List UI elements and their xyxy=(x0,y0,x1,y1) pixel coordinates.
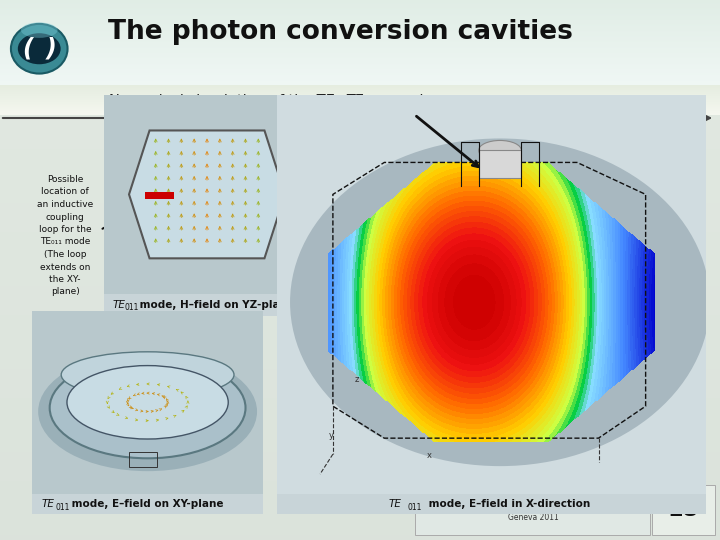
FancyBboxPatch shape xyxy=(104,94,310,294)
Text: Tuning screw:: Tuning screw: xyxy=(489,118,608,132)
Text: 18: 18 xyxy=(667,500,698,520)
Bar xyxy=(145,192,174,199)
Ellipse shape xyxy=(38,352,257,471)
Ellipse shape xyxy=(50,357,246,458)
Text: M. Betz; Experimental searches for axion like particles,: M. Betz; Experimental searches for axion… xyxy=(428,498,639,508)
Text: mode, E–field in X-direction: mode, E–field in X-direction xyxy=(425,499,590,509)
Text: 011: 011 xyxy=(408,503,422,511)
Ellipse shape xyxy=(61,352,234,397)
Ellipse shape xyxy=(11,24,68,73)
Text: Numerical simulation of the TE: Numerical simulation of the TE xyxy=(108,94,334,110)
Text: mode, H–field on YZ-plane: mode, H–field on YZ-plane xyxy=(136,300,294,310)
Text: ): ) xyxy=(45,37,56,60)
Text: mode: mode xyxy=(385,94,431,110)
Bar xyxy=(479,151,521,178)
Polygon shape xyxy=(129,131,285,258)
Text: TE: TE xyxy=(112,300,125,310)
Ellipse shape xyxy=(479,140,521,160)
Text: Geneva 2011: Geneva 2011 xyxy=(508,514,559,523)
Ellipse shape xyxy=(18,33,60,64)
Text: TE: TE xyxy=(389,499,402,509)
Text: 011: 011 xyxy=(55,503,70,511)
Text: Possible
location of
an inductive
coupling
loop for the
TE₀₁₁ mode
(The loop
ext: Possible location of an inductive coupli… xyxy=(37,175,93,296)
Text: (20 mm diameter, fine thread): (20 mm diameter, fine thread) xyxy=(452,133,644,146)
Text: z: z xyxy=(354,375,359,384)
Ellipse shape xyxy=(290,138,710,466)
Text: 011: 011 xyxy=(363,101,383,111)
Text: y: y xyxy=(328,431,333,440)
Text: (: ( xyxy=(22,37,33,60)
Ellipse shape xyxy=(21,22,58,38)
FancyBboxPatch shape xyxy=(652,485,715,535)
Text: TE: TE xyxy=(345,94,363,110)
Text: 011: 011 xyxy=(125,303,139,312)
Ellipse shape xyxy=(67,366,228,439)
Text: The photon conversion cavities: The photon conversion cavities xyxy=(108,19,573,45)
Bar xyxy=(129,452,157,467)
FancyBboxPatch shape xyxy=(415,485,650,535)
Text: TE: TE xyxy=(42,499,55,509)
Text: x: x xyxy=(427,451,432,460)
Text: mode, E–field on XY-plane: mode, E–field on XY-plane xyxy=(68,499,224,509)
